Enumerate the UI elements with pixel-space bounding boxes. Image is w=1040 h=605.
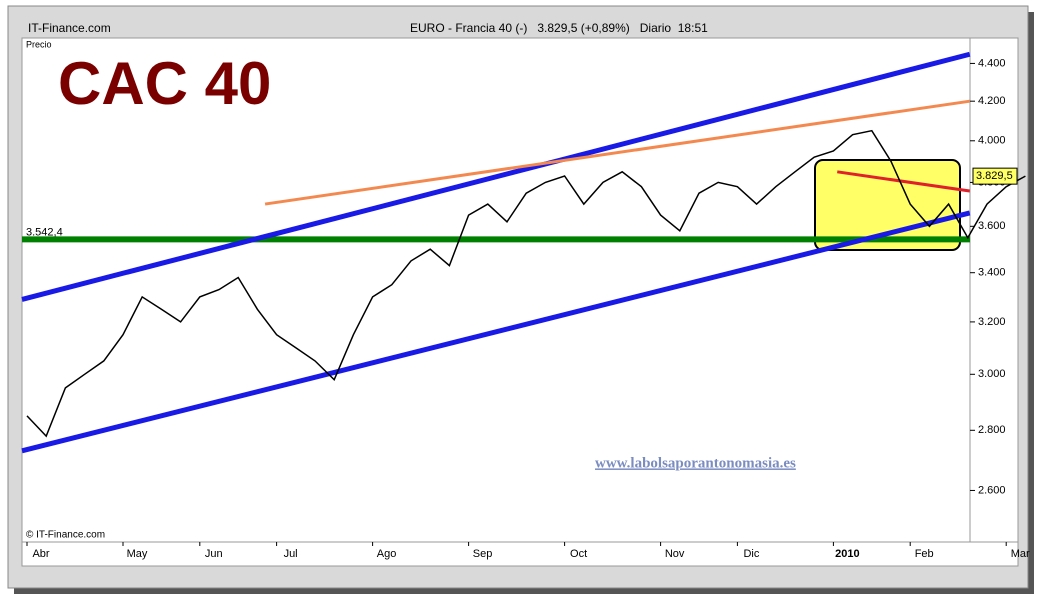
trend-line (264, 99, 970, 206)
highlight-box (814, 159, 961, 251)
y-tick-label: 3.400 (978, 267, 1006, 279)
x-tick-label: Sep (473, 548, 493, 560)
x-tick-label: Jun (205, 548, 223, 560)
trend-line (21, 51, 971, 302)
support-label: 3.542,4 (26, 226, 63, 238)
y-tick-label: 3.000 (978, 368, 1006, 380)
price-line (26, 129, 1026, 438)
y-tick-label: 2.800 (978, 424, 1006, 436)
y-tick-label: 4.200 (978, 95, 1006, 107)
y-tick-label: 3.600 (978, 220, 1006, 232)
header: EURO - Francia 40 (-) 3.829,5 (+0,89%) D… (410, 21, 708, 35)
y-axis-area (969, 37, 1019, 543)
y-tick-label: 2.600 (978, 484, 1006, 496)
title: CAC 40 (58, 50, 271, 117)
copyright: © IT-Finance.com (26, 530, 105, 541)
last-price-tag (972, 167, 1018, 185)
x-tick-label: 2010 (835, 548, 859, 560)
brand: IT-Finance.com (28, 21, 111, 35)
header-bar (20, 18, 1018, 38)
x-tick-label: Jul (284, 548, 298, 560)
y-tick-label: 4.400 (978, 57, 1006, 69)
x-tick-label: Nov (665, 548, 685, 560)
x-tick-label: Feb (915, 548, 934, 560)
x-axis-area (21, 541, 1019, 567)
last-price-label: 3.829,5 (976, 170, 1013, 182)
x-tick-label: Dic (743, 548, 759, 560)
x-tick-label: May (127, 548, 148, 560)
x-tick-label: Oct (570, 548, 587, 560)
watermark: www.labolsaporantonomasia.es (595, 455, 796, 471)
y-label: Precio (26, 39, 52, 49)
y-tick-label: 4.000 (978, 135, 1006, 147)
trend-line (21, 210, 971, 454)
trend-line (837, 170, 970, 193)
x-tick-label: Ago (377, 548, 397, 560)
x-tick-label: Abr (32, 548, 49, 560)
x-tick-label: Mar (1011, 548, 1030, 560)
y-tick-label: 3.200 (978, 316, 1006, 328)
